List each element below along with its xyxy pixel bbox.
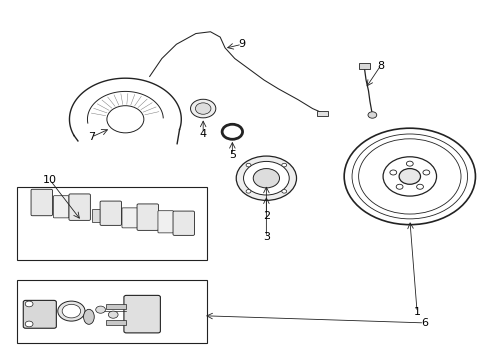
- Circle shape: [236, 156, 296, 201]
- Text: 9: 9: [238, 39, 245, 49]
- Circle shape: [25, 321, 33, 327]
- FancyBboxPatch shape: [53, 196, 69, 218]
- Circle shape: [25, 301, 33, 307]
- FancyBboxPatch shape: [123, 296, 160, 333]
- FancyBboxPatch shape: [137, 204, 158, 230]
- Text: 8: 8: [376, 61, 384, 71]
- Circle shape: [58, 301, 85, 321]
- Circle shape: [245, 190, 250, 193]
- Circle shape: [195, 103, 210, 114]
- Bar: [106, 320, 126, 325]
- Circle shape: [107, 106, 143, 133]
- Circle shape: [344, 128, 474, 225]
- Circle shape: [243, 161, 288, 195]
- Circle shape: [382, 157, 436, 196]
- Circle shape: [398, 168, 420, 184]
- Bar: [17, 187, 206, 260]
- Text: 6: 6: [420, 318, 427, 328]
- Circle shape: [108, 311, 118, 318]
- Text: 5: 5: [228, 150, 235, 160]
- Text: 4: 4: [199, 129, 206, 139]
- Circle shape: [281, 163, 286, 167]
- Text: 1: 1: [413, 307, 420, 317]
- Circle shape: [395, 184, 402, 189]
- Circle shape: [62, 304, 81, 318]
- Circle shape: [190, 99, 215, 118]
- Text: 7: 7: [88, 132, 95, 142]
- Circle shape: [96, 306, 105, 313]
- Circle shape: [367, 112, 376, 118]
- Bar: [92, 209, 100, 222]
- FancyBboxPatch shape: [100, 201, 121, 225]
- Ellipse shape: [83, 309, 94, 324]
- Text: 2: 2: [262, 211, 269, 221]
- FancyBboxPatch shape: [69, 194, 90, 220]
- FancyBboxPatch shape: [158, 211, 173, 233]
- Circle shape: [245, 163, 250, 167]
- Bar: [317, 111, 327, 116]
- FancyBboxPatch shape: [122, 208, 137, 228]
- Circle shape: [389, 170, 396, 175]
- Text: 3: 3: [263, 232, 269, 242]
- Bar: [106, 304, 126, 309]
- Circle shape: [406, 161, 412, 166]
- Circle shape: [416, 184, 423, 189]
- FancyBboxPatch shape: [31, 189, 52, 216]
- Bar: [17, 280, 206, 342]
- FancyBboxPatch shape: [173, 211, 194, 235]
- FancyBboxPatch shape: [23, 300, 56, 328]
- Bar: [358, 63, 370, 69]
- Circle shape: [281, 190, 286, 193]
- Circle shape: [422, 170, 429, 175]
- Text: 10: 10: [43, 175, 57, 185]
- Circle shape: [253, 168, 279, 188]
